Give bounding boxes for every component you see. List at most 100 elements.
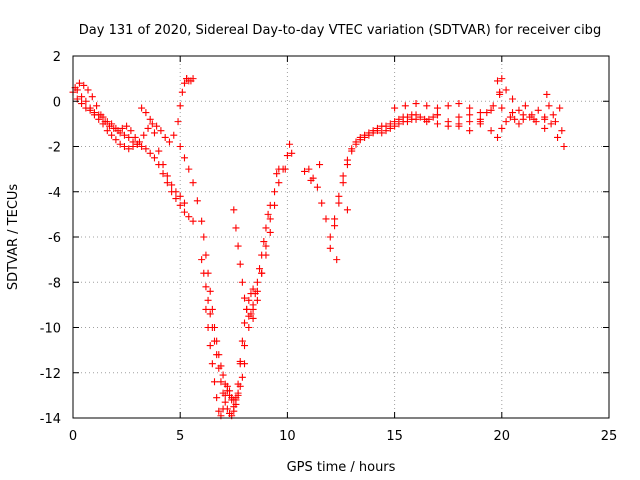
data-point xyxy=(189,217,197,225)
data-point xyxy=(373,127,381,135)
data-point xyxy=(176,143,184,150)
data-point xyxy=(103,127,111,135)
data-point xyxy=(138,143,146,150)
data-point xyxy=(90,111,98,119)
data-point xyxy=(551,118,559,126)
data-point xyxy=(318,199,326,207)
data-point xyxy=(206,287,214,295)
data-point xyxy=(133,140,141,148)
data-point xyxy=(313,183,321,191)
data-point xyxy=(386,124,394,132)
data-point xyxy=(116,140,124,148)
data-point xyxy=(506,113,514,121)
data-point xyxy=(172,188,180,196)
data-point xyxy=(560,143,568,150)
data-point xyxy=(202,305,210,313)
data-point xyxy=(466,111,474,119)
x-tick-label: 25 xyxy=(601,429,618,444)
data-point xyxy=(316,161,324,169)
data-point xyxy=(217,378,225,386)
data-point xyxy=(168,181,176,189)
y-axis-label: SDTVAR / TECUs xyxy=(6,184,21,291)
data-point xyxy=(256,265,264,273)
data-point xyxy=(401,102,409,110)
data-point xyxy=(496,88,504,96)
data-point xyxy=(161,133,169,141)
y-tick-label: 2 xyxy=(53,50,61,65)
y-tick-label: -14 xyxy=(40,412,61,427)
y-tick-label: -6 xyxy=(48,231,61,246)
data-point xyxy=(198,217,206,225)
x-axis-tick-labels: 0 5 10 15 20 25 xyxy=(69,429,617,444)
data-point xyxy=(554,133,562,141)
series-isolated xyxy=(183,75,553,264)
data-point xyxy=(335,199,343,207)
data-point xyxy=(326,233,334,241)
data-point xyxy=(335,192,343,200)
data-point xyxy=(99,120,107,128)
data-point xyxy=(521,102,529,110)
data-point xyxy=(305,165,313,173)
data-points xyxy=(69,75,568,420)
series-dip-bottom xyxy=(202,305,242,420)
data-point xyxy=(286,140,294,148)
grid xyxy=(73,56,609,418)
data-point xyxy=(541,124,549,132)
data-point xyxy=(75,79,83,87)
data-point xyxy=(487,127,495,135)
data-point xyxy=(549,111,557,119)
data-point xyxy=(226,387,234,395)
data-point xyxy=(483,109,491,117)
data-point xyxy=(391,104,399,112)
data-point xyxy=(444,102,452,110)
data-point xyxy=(352,140,360,148)
data-point xyxy=(176,102,184,110)
data-point xyxy=(281,165,289,173)
data-point xyxy=(228,396,236,404)
data-point xyxy=(157,127,165,135)
x-tick-label: 0 xyxy=(69,429,77,444)
data-point xyxy=(159,161,167,169)
axis-ticks xyxy=(72,55,610,419)
data-point xyxy=(155,147,163,155)
data-point xyxy=(78,100,86,108)
data-point xyxy=(185,165,193,173)
chart-title: Day 131 of 2020, Sidereal Day-to-day VTE… xyxy=(79,23,601,38)
data-point xyxy=(253,278,261,286)
data-point xyxy=(215,407,223,415)
data-point xyxy=(543,90,551,98)
data-point xyxy=(114,127,122,135)
data-point xyxy=(238,373,246,381)
data-point xyxy=(487,106,495,114)
data-point xyxy=(509,95,517,103)
data-point xyxy=(236,260,244,268)
data-point xyxy=(378,129,386,137)
data-point xyxy=(112,136,120,144)
data-point xyxy=(502,86,510,94)
series-recovery-c xyxy=(249,165,283,322)
data-point xyxy=(140,131,148,139)
data-point xyxy=(266,228,274,236)
data-point xyxy=(234,380,242,388)
data-point xyxy=(183,75,191,83)
data-point xyxy=(249,305,257,313)
data-point xyxy=(556,104,564,112)
data-point xyxy=(202,251,210,259)
data-point xyxy=(120,131,128,139)
data-point xyxy=(356,136,364,144)
data-point xyxy=(489,102,497,110)
data-point xyxy=(498,124,506,132)
series-recovery-a xyxy=(230,201,274,320)
x-tick-label: 5 xyxy=(176,429,184,444)
x-axis-label: GPS time / hours xyxy=(287,460,396,475)
data-point xyxy=(258,269,266,277)
data-point xyxy=(547,120,555,128)
data-point xyxy=(515,106,523,114)
data-point xyxy=(494,133,502,141)
data-point xyxy=(307,176,315,184)
data-point xyxy=(221,398,229,406)
data-point xyxy=(343,161,351,169)
data-point xyxy=(423,102,431,110)
data-point xyxy=(234,391,242,399)
